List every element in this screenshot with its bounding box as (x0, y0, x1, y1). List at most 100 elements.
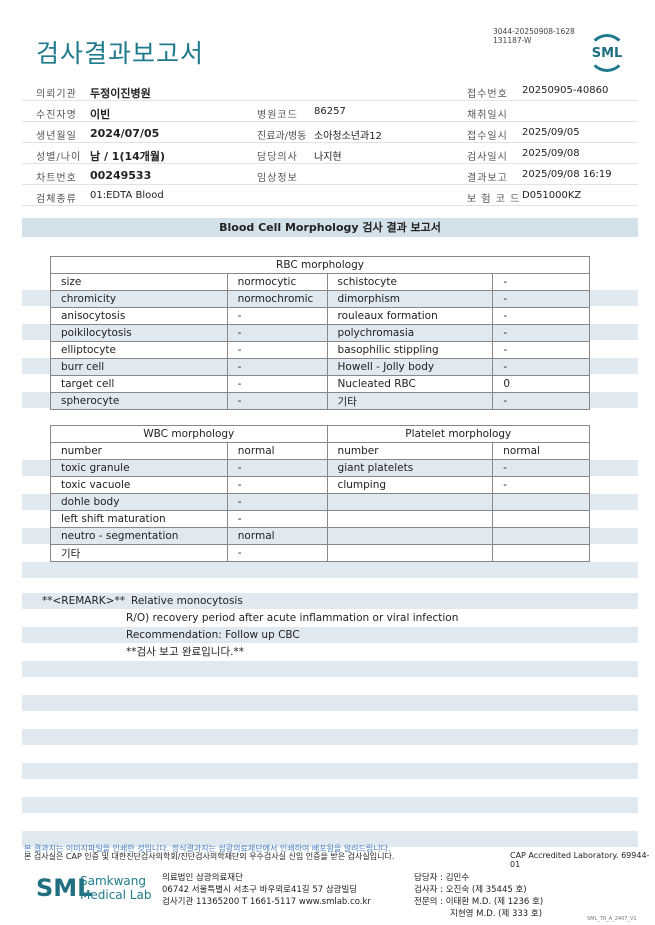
table-row: chromicity normochromic dimorphism - (50, 290, 590, 308)
section-title: Blood Cell Morphology 검사 결과 보고서 (22, 218, 638, 237)
table-cell: chromicity (50, 290, 228, 308)
table-cell: rouleaux formation (326, 307, 494, 325)
table-row: burr cell - Howell - Jolly body - (50, 358, 590, 376)
table-cell: - (492, 392, 590, 410)
info-row: 검체종류 01:EDTA Blood 보 험 코 드 D051000KZ (22, 185, 638, 206)
remark-line: **검사 보고 완료입니다.** (126, 646, 244, 658)
table-cell: target cell (50, 375, 228, 393)
row-band (22, 797, 638, 813)
table-row: poikilocytosis - polychromasia - (50, 324, 590, 342)
notice: 본 결과지는 이미지파일을 인쇄한 것입니다. 정식결과지는 삼광의료재단에서 … (24, 844, 391, 853)
row-band (22, 831, 638, 847)
document-id: 3044-20250908-1628 131187-W (493, 27, 575, 45)
row-band (22, 627, 638, 643)
table-cell: - (226, 324, 328, 342)
table-cell: 기타 (326, 392, 494, 410)
table-row: toxic vacuole - clumping - (50, 476, 590, 494)
row-band (22, 593, 638, 609)
table-cell: - (226, 544, 328, 562)
sml-logo: SML (588, 34, 626, 72)
table-cell (326, 510, 494, 528)
table-cell (326, 527, 494, 545)
table-cell: - (226, 476, 328, 494)
table-cell: poikilocytosis (50, 324, 228, 342)
table-cell: Howell - Jolly body (326, 358, 494, 376)
rbc-table: RBC morphology size normocytic schistocyte… (50, 256, 590, 410)
table-cell: left shift maturation (50, 510, 228, 528)
table-cell: toxic vacuole (50, 476, 228, 494)
table-cell: toxic granule (50, 459, 228, 477)
table-cell: normocytic (226, 273, 328, 291)
table-row: target cell - Nucleated RBC 0 (50, 375, 590, 393)
table-row: size normocytic schistocyte - (50, 273, 590, 291)
table-cell: 기타 (50, 544, 228, 562)
table-cell: elliptocyte (50, 341, 228, 359)
table-cell (492, 493, 590, 511)
brand-name: Samkwang Medical Lab (80, 874, 152, 902)
table-cell: - (226, 510, 328, 528)
page-title: 검사결과보고서 (36, 39, 205, 68)
table-cell (326, 544, 494, 562)
table-cell: - (492, 459, 590, 477)
row-band (22, 729, 638, 745)
remark-line: Recommendation: Follow up CBC (126, 629, 300, 641)
table-cell: - (226, 493, 328, 511)
patient-info: 의뢰기관 두정이진병원 접수번호 20250905-40860 수진자명 이빈 병원코드 8… (22, 80, 638, 206)
table-cell: normal (226, 442, 328, 460)
table-cell: 0 (492, 375, 590, 393)
table-row: anisocytosis - rouleaux formation - (50, 307, 590, 325)
table-cell: basophilic stippling (326, 341, 494, 359)
table-cell: burr cell (50, 358, 228, 376)
table-row: 기타 - (50, 544, 590, 562)
table-cell (492, 510, 590, 528)
table-cell: spherocyte (50, 392, 228, 410)
certification: 본 검사실은 CAP 인증 및 대한진단검사의학회/진단검사의학재단의 우수검사… (24, 852, 395, 861)
cap-number: CAP Accredited Laboratory. 69944-01 (510, 851, 650, 869)
table-cell: neutro - segmentation (50, 527, 228, 545)
wbc-platelet-table: WBC morphology Platelet morphology number… (50, 425, 591, 562)
table-cell: - (226, 358, 328, 376)
organization-info: 의료법인 삼광의료재단 06742 서울특별시 서초구 바우뫼로41길 57 삼광… (162, 873, 371, 907)
table-row: spherocyte - 기타 - (50, 392, 590, 410)
table-cell: size (50, 273, 228, 291)
table-row: neutro - segmentation normal (50, 527, 590, 545)
table-cell: - (226, 392, 328, 410)
table-cell: polychromasia (326, 324, 494, 342)
table-cell: normochromic (226, 290, 328, 308)
signatories: 담당자 : 김민수 검사자 : 오진숙 (제 35445 호) 전문의 : 이태환 … (414, 873, 544, 919)
table-cell: - (492, 273, 590, 291)
row-band (22, 562, 638, 578)
wbc-header: WBC morphology (50, 425, 328, 443)
form-code: SML_TR_A_2407_V1 (587, 916, 637, 922)
table-cell: number (326, 442, 494, 460)
table-row: dohle body - (50, 493, 590, 511)
info-row: 생년월일 2024/07/05 진료과/병동 소아청소년과12 접수일시 2025/09/… (22, 122, 638, 143)
info-row: 차트번호 00249533 임상정보 결과보고 2025/09/08 16:19 (22, 164, 638, 185)
table-row: elliptocyte - basophilic stippling - (50, 341, 590, 359)
platelet-header: Platelet morphology (326, 425, 591, 443)
table-cell: - (492, 476, 590, 494)
rbc-header: RBC morphology (50, 256, 590, 274)
table-cell (492, 527, 590, 545)
row-band (22, 763, 638, 779)
table-row: number normal number normal (50, 442, 590, 460)
footer-logo: SML (36, 874, 93, 902)
table-cell: - (226, 307, 328, 325)
table-cell: giant platelets (326, 459, 494, 477)
table-cell: - (492, 307, 590, 325)
table-cell: anisocytosis (50, 307, 228, 325)
table-cell: schistocyte (326, 273, 494, 291)
table-cell: clumping (326, 476, 494, 494)
remark-label: **<REMARK>** (42, 595, 125, 607)
table-cell: - (492, 290, 590, 308)
table-row: left shift maturation - (50, 510, 590, 528)
remark-line: R/O) recovery period after acute inflamm… (126, 612, 459, 624)
table-cell: - (492, 324, 590, 342)
table-cell: dimorphism (326, 290, 494, 308)
table-cell: - (226, 375, 328, 393)
row-band (22, 661, 638, 677)
table-cell: - (226, 459, 328, 477)
table-cell: Nucleated RBC (326, 375, 494, 393)
table-cell: - (226, 341, 328, 359)
info-row: 성별/나이 남 / 1(14개월) 담당의사 나지현 검사일시 2025/09/08 (22, 143, 638, 164)
